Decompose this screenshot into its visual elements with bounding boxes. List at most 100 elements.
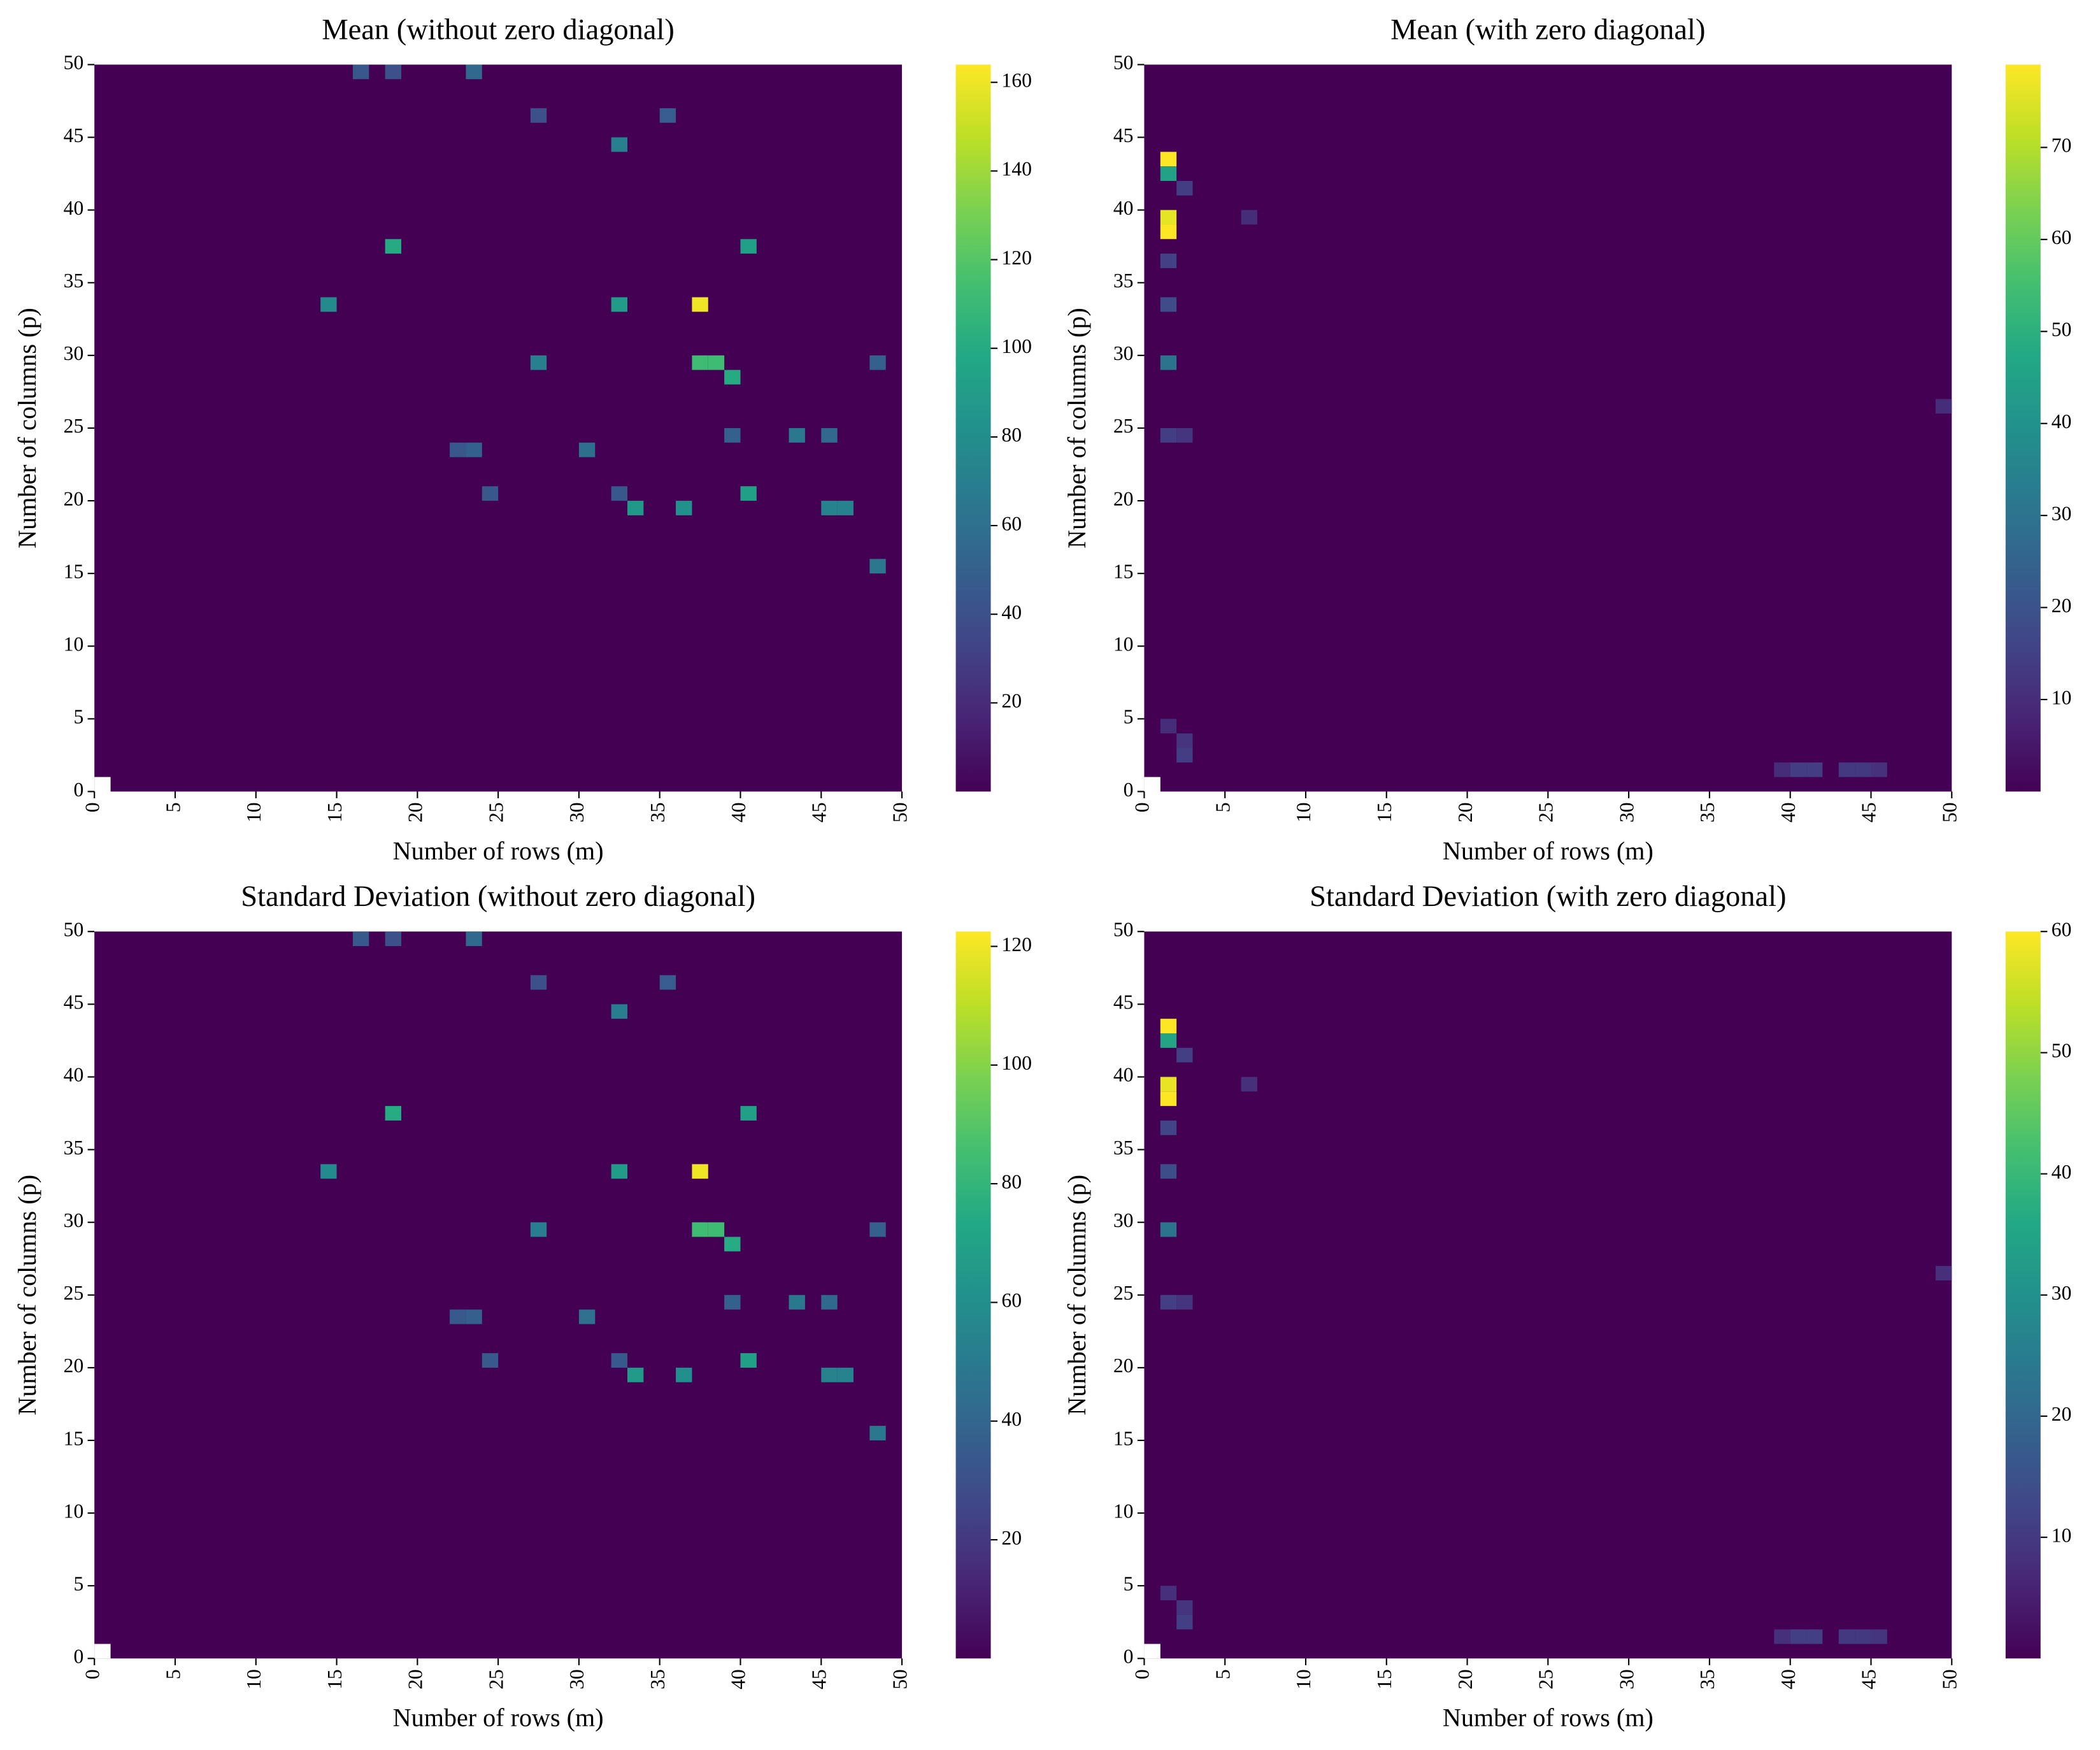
- empty-cell: [94, 777, 111, 792]
- colorbar-tick-label: 80: [1001, 424, 1022, 446]
- x-tick-label: 10: [243, 1669, 265, 1689]
- x-tick-label: 50: [889, 1669, 911, 1689]
- empty-cell: [1144, 777, 1161, 792]
- y-axis-label: Number of columns (p): [13, 308, 41, 549]
- heatmap-cell: [869, 1222, 886, 1237]
- heatmap-cell: [1160, 1586, 1177, 1601]
- heatmap-cell: [1176, 733, 1193, 749]
- y-tick-label: 35: [64, 1137, 84, 1159]
- colorbar-tick-label: 50: [2052, 319, 2072, 341]
- chart-title: Mean (with zero diagonal): [1390, 13, 1705, 46]
- heatmap-cell: [692, 297, 708, 312]
- y-tick-label: 0: [73, 778, 83, 801]
- heatmap-cell: [837, 501, 854, 515]
- y-axis-label: Number of columns (p): [13, 1175, 41, 1416]
- heatmap-cell: [1160, 297, 1177, 312]
- heatmap-cell: [1774, 1629, 1790, 1644]
- heatmap-cell: [320, 297, 337, 312]
- heatmap-cell: [724, 369, 741, 385]
- heatmap-cell: [821, 427, 838, 443]
- y-tick-label: 25: [1113, 1282, 1134, 1304]
- heatmap-panel: 0 5 10 15 20 25 30 35 40 45 50 0 5 10 15 20 25 30 35 40 45 50…: [1062, 880, 2071, 1732]
- x-tick-label: 20: [1454, 802, 1476, 822]
- x-tick-label: 50: [889, 802, 911, 822]
- y-tick-label: 15: [1113, 1427, 1134, 1449]
- colorbar-tick-label: 60: [2052, 226, 2072, 248]
- x-tick-label: 5: [162, 802, 184, 812]
- heatmap-cell: [1160, 254, 1177, 268]
- x-tick-label: 40: [727, 1669, 750, 1689]
- y-tick-label: 20: [1113, 487, 1134, 510]
- x-tick-label: 25: [1535, 1669, 1557, 1689]
- y-tick-label: 20: [64, 487, 84, 510]
- x-tick-label: 5: [162, 1669, 184, 1679]
- heatmap-cell: [1935, 399, 1952, 414]
- heatmap-cell: [1160, 1164, 1177, 1179]
- x-tick-label: 45: [1858, 802, 1880, 822]
- x-tick-label: 30: [1615, 1669, 1638, 1689]
- y-tick-label: 40: [64, 1064, 84, 1086]
- y-tick-label: 30: [1113, 1209, 1134, 1231]
- y-tick-label: 10: [64, 633, 84, 656]
- heatmap-cell: [385, 239, 401, 254]
- x-axis-label: Number of rows (m): [393, 836, 604, 865]
- x-tick-label: 10: [1292, 1669, 1315, 1689]
- heatmap-cell: [1160, 1120, 1177, 1135]
- heatmap-cell: [1160, 1077, 1177, 1092]
- heatmap-cell: [611, 1164, 627, 1179]
- heatmap-cell: [320, 1164, 337, 1179]
- colorbar-tick-label: 140: [1001, 158, 1032, 180]
- x-axis-label: Number of rows (m): [393, 1703, 604, 1732]
- y-tick-label: 0: [73, 1646, 83, 1668]
- y-tick-label: 45: [64, 991, 84, 1014]
- colorbar-tick-label: 30: [2052, 1282, 2072, 1304]
- x-tick-label: 50: [1939, 1669, 1961, 1689]
- heatmap-cell: [740, 1106, 757, 1121]
- heatmap-cell: [708, 355, 725, 370]
- colorbar-tick-label: 40: [2052, 1161, 2072, 1183]
- heatmap-cell: [627, 501, 644, 515]
- x-tick-label: 15: [324, 802, 346, 822]
- heatmap-cell: [1176, 1614, 1193, 1630]
- x-tick-label: 25: [1535, 802, 1557, 822]
- y-tick-label: 50: [64, 52, 84, 74]
- heatmap-cell: [740, 239, 757, 254]
- x-tick-label: 15: [324, 1669, 346, 1689]
- heatmap-cell: [1160, 427, 1177, 443]
- x-tick-label: 45: [1858, 1669, 1880, 1689]
- x-tick-label: 15: [1373, 1669, 1396, 1689]
- y-tick-label: 15: [64, 1427, 84, 1449]
- heatmap-cell: [1160, 1019, 1177, 1033]
- x-tick-label: 40: [1777, 1669, 1799, 1689]
- heatmap-cell: [1871, 762, 1887, 777]
- heatmap-cell: [1790, 762, 1807, 777]
- x-tick-label: 35: [646, 1669, 669, 1689]
- x-tick-label: 35: [1696, 802, 1718, 822]
- x-tick-label: 10: [243, 802, 265, 822]
- heatmap-cell: [450, 442, 466, 457]
- heatmap-cell: [1855, 762, 1871, 777]
- heatmap-cell: [740, 486, 757, 501]
- y-tick-label: 50: [64, 919, 84, 941]
- heatmap-cell: [869, 559, 886, 574]
- heatmap-cell: [869, 355, 886, 370]
- x-tick-label: 45: [808, 802, 831, 822]
- heatmap-cell: [1160, 355, 1177, 370]
- x-tick-label: 40: [727, 802, 750, 822]
- heatmap-cell: [676, 501, 692, 515]
- x-tick-label: 20: [1454, 1669, 1476, 1689]
- x-tick-label: 15: [1373, 802, 1396, 822]
- heatmap-cell: [1176, 748, 1193, 763]
- heatmap-cell: [385, 931, 401, 947]
- heatmap-cell: [1838, 1629, 1855, 1644]
- heatmap-cell: [530, 108, 547, 123]
- heatmap-cell: [1160, 1091, 1177, 1107]
- heatmap-cell: [482, 486, 499, 501]
- heatmap-cell: [692, 1222, 708, 1237]
- y-tick-label: 20: [64, 1354, 84, 1377]
- empty-cell: [94, 1644, 111, 1659]
- x-tick-label: 0: [81, 1669, 103, 1679]
- heatmap-cell: [1176, 1295, 1193, 1310]
- y-tick-label: 10: [1113, 1500, 1134, 1522]
